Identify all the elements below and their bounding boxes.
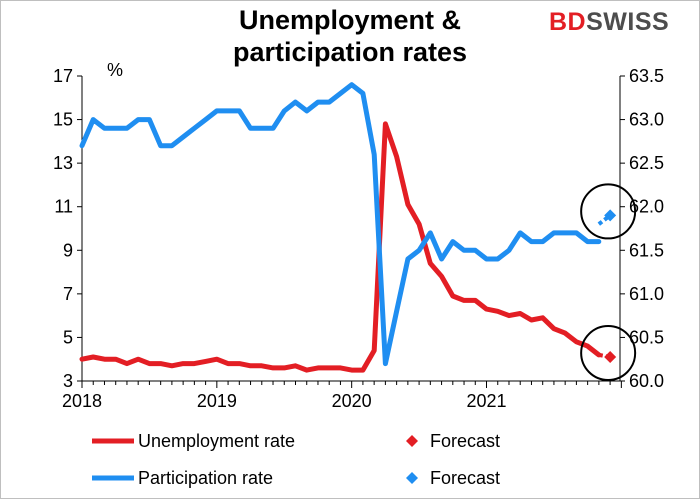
right-tick-label: 62.0 [629,197,664,217]
legend-label: Forecast [430,468,500,488]
chart-title: Unemployment & participation rates [150,4,550,68]
chart-title-line-1: Unemployment & [238,5,462,35]
legend-label: Unemployment rate [138,431,295,451]
forecast-highlight-circle [580,325,637,382]
brand-logo: BDSWISS [549,8,669,37]
left-tick-label: 13 [53,153,73,173]
left-tick-label: 17 [53,66,73,86]
legend-swatch-diamond [406,435,418,447]
left-axis-unit-label: % [107,60,123,80]
right-tick-label: 62.5 [629,153,664,173]
left-tick-label: 3 [63,371,73,391]
legend-swatch-diamond [406,472,418,484]
x-tick-label: 2021 [466,391,506,411]
left-tick-label: 15 [53,110,73,130]
left-tick-label: 11 [54,197,73,217]
forecast-point-left [604,351,617,364]
right-tick-label: 60.0 [629,371,664,391]
series-line-participation-rate [79,82,602,367]
right-tick-label: 63.0 [629,110,664,130]
x-tick-label: 2018 [62,391,102,411]
left-tick-label: 9 [63,240,73,260]
chart-title-line-2: participation rates [232,37,468,67]
legend-label: Participation rate [138,468,273,488]
brand-logo-part-2: SWISS [586,8,670,36]
brand-logo-part-1: BD [549,8,587,36]
x-tick-label: 2019 [197,391,237,411]
forecast-link-1 [597,213,612,226]
right-tick-label: 63.5 [629,66,664,86]
forecast-highlight-circle [580,183,637,240]
left-tick-label: 7 [63,284,73,304]
forecast-point-right [604,209,617,222]
right-tick-label: 60.5 [629,327,664,347]
series-line-unemployment-rate [79,121,602,373]
left-tick-label: 5 [63,327,73,347]
right-tick-label: 61.0 [629,284,664,304]
x-tick-label: 2020 [332,391,372,411]
legend-label: Forecast [430,431,500,451]
right-tick-label: 61.5 [629,240,664,260]
